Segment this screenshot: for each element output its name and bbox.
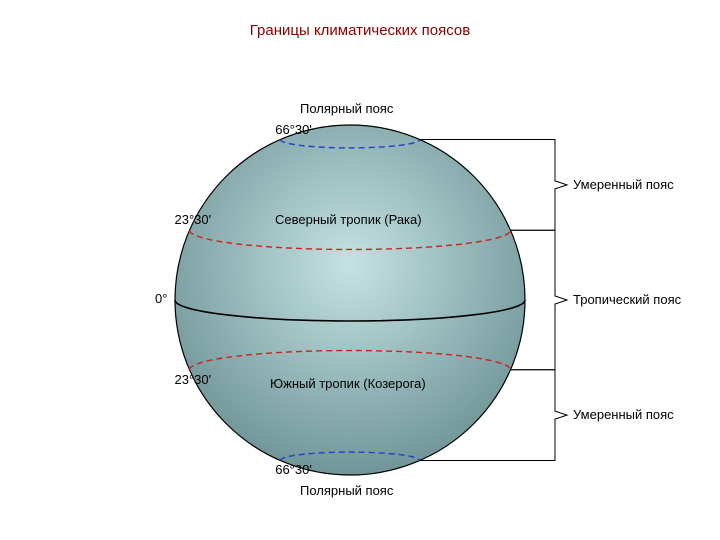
lat-label-north-tropic: 23°30' [175, 212, 212, 227]
globe [175, 125, 525, 475]
zone-north-polar: Полярный пояс [300, 101, 393, 116]
lat-label-equator: 0° [155, 291, 167, 306]
zone-south-temperate: Умеренный пояс [573, 407, 674, 422]
lat-label-north-polar: 66°30' [275, 122, 312, 137]
south-tropic-name: Южный тропик (Козерога) [270, 376, 426, 391]
zone-north-temperate: Умеренный пояс [573, 177, 674, 192]
zone-tropical: Тропический пояс [573, 292, 681, 307]
lat-label-south-tropic: 23°30' [175, 372, 212, 387]
diagram-svg [0, 0, 720, 540]
diagram-title: Границы климатических поясов [0, 22, 720, 39]
lat-label-south-polar: 66°30' [275, 462, 312, 477]
zone-south-polar: Полярный пояс [300, 483, 393, 498]
north-tropic-name: Северный тропик (Рака) [275, 212, 422, 227]
